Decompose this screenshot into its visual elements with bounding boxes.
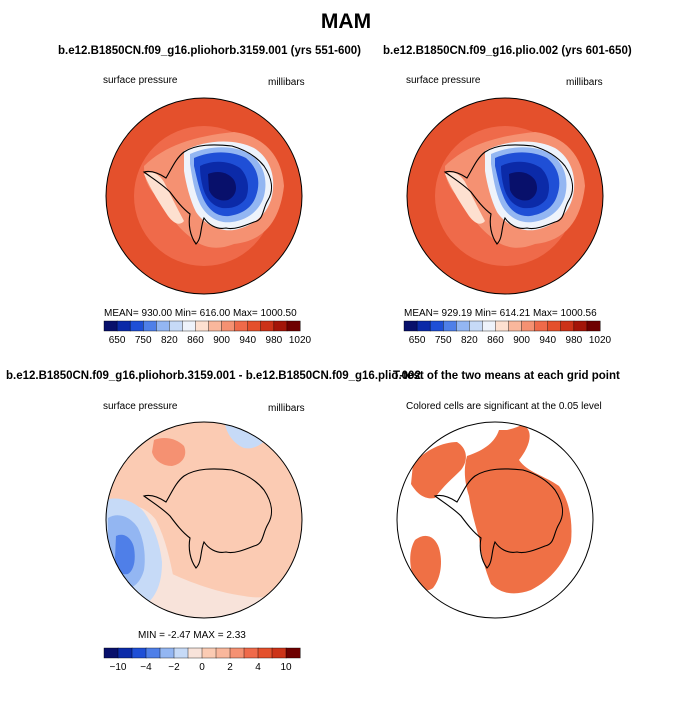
panel-a-colorbar-swatch — [116, 320, 131, 332]
panel-b-colorbar-tick-label: 750 — [435, 335, 452, 346]
panel-c-colorbar: −10 −4 −2 0 2 4 10 — [103, 647, 301, 673]
panel-a-colorbar-tick-label: 940 — [239, 335, 256, 346]
panel-b-colorbar-swatch — [534, 320, 549, 332]
panel-b-colorbar-tick-label: 650 — [409, 335, 426, 346]
panel-a-colorbar-swatch — [234, 320, 249, 332]
panel-b-variable-label: surface pressure — [406, 75, 481, 86]
panel-c-colorbar-swatch — [229, 647, 245, 659]
panel-a-colorbar-swatch — [143, 320, 157, 332]
panel-c-colorbar-swatch — [187, 647, 203, 659]
panel-d-coastline — [433, 468, 564, 569]
panel-c-coastline — [142, 468, 273, 569]
panel-b-colorbar-swatch — [547, 320, 562, 332]
panel-c-variable-label: surface pressure — [103, 401, 178, 412]
panel-c-colorbar-tick-label: −2 — [168, 662, 180, 673]
panel-b-colorbar-tick-label: 940 — [539, 335, 556, 346]
panel-c-colorbar-swatch — [159, 647, 175, 659]
panel-c-colorbar-swatch — [271, 647, 287, 659]
panel-a-colorbar-tick-label: 1020 — [289, 335, 312, 346]
panel-c-colorbar-tick-label: −10 — [110, 662, 127, 673]
panel-a-stats: MEAN= 930.00 Min= 616.00 Max= 1000.50 — [104, 308, 297, 319]
panel-a-title: b.e12.B1850CN.f09_g16.pliohorb.3159.001 … — [58, 45, 361, 57]
panel-a-colorbar-swatch — [129, 320, 144, 332]
panel-a-colorbar-swatch — [195, 320, 210, 332]
panel-d-sig-region — [411, 442, 466, 499]
panel-b-map — [406, 97, 604, 295]
panel-c-colorbar-tick-label: 4 — [255, 662, 261, 673]
panel-b-colorbar-swatch — [443, 320, 457, 332]
panel-c-colorbar-swatch — [145, 647, 161, 659]
panel-b-colorbar-tick-label: 820 — [461, 335, 478, 346]
panel-b-colorbar-swatch — [495, 320, 510, 332]
panel-c-units-label: millibars — [268, 403, 305, 414]
panel-c-colorbar-swatch — [215, 647, 231, 659]
panel-c-colorbar-swatch — [285, 647, 301, 659]
panel-d-map — [396, 421, 594, 619]
panel-b-colorbar-swatch — [508, 320, 523, 332]
panel-d-title: T-test of the two means at each grid poi… — [393, 370, 620, 382]
panel-b-colorbar-tick-label: 900 — [513, 335, 530, 346]
panel-a-colorbar-swatch — [169, 320, 183, 332]
panel-c-colorbar-swatch — [103, 647, 119, 659]
panel-a-colorbar-tick-label: 820 — [161, 335, 178, 346]
panel-b-units-label: millibars — [566, 77, 603, 88]
panel-b-colorbar-swatch — [586, 320, 601, 332]
panel-a-units-label: millibars — [268, 77, 305, 88]
panel-a-colorbar: 650 750 820 860 900 940 980 1020 — [103, 320, 312, 346]
panel-a-colorbar-swatch — [208, 320, 223, 332]
panel-b-colorbar: 650 750 820 860 900 940 980 1020 — [403, 320, 612, 346]
panel-a-colorbar-swatch — [182, 320, 196, 332]
panel-a-colorbar-tick-label: 980 — [266, 335, 283, 346]
panel-b-colorbar-tick-label: 860 — [487, 335, 504, 346]
panel-b-colorbar-swatch — [560, 320, 575, 332]
panel-b-coastline — [443, 144, 574, 245]
panel-a-colorbar-tick-label: 900 — [213, 335, 230, 346]
panel-c-colorbar-swatch — [131, 647, 147, 659]
panel-c-title: b.e12.B1850CN.f09_g16.pliohorb.3159.001 … — [6, 370, 421, 382]
panel-c-colorbar-tick-label: 0 — [199, 662, 205, 673]
panel-b-colorbar-swatch — [573, 320, 588, 332]
panel-b-colorbar-swatch — [429, 320, 444, 332]
panel-a-colorbar-swatch — [221, 320, 236, 332]
panel-b-stats: MEAN= 929.19 Min= 614.21 Max= 1000.56 — [404, 308, 597, 319]
panel-c-map — [105, 421, 303, 619]
panel-b-colorbar-swatch — [456, 320, 470, 332]
panel-c-colorbar-swatch — [243, 647, 259, 659]
panel-c-colorbar-tick-label: 2 — [227, 662, 233, 673]
figure-title: MAM — [320, 10, 372, 33]
panel-c-colorbar-tick-label: 10 — [280, 662, 292, 673]
panel-a-variable-label: surface pressure — [103, 75, 178, 86]
panel-b-colorbar-swatch — [403, 320, 418, 332]
panel-c-colorbar-swatch — [201, 647, 217, 659]
panel-a-colorbar-swatch — [103, 320, 118, 332]
panel-b-colorbar-swatch — [469, 320, 483, 332]
panel-a-colorbar-swatch — [260, 320, 275, 332]
panel-b-colorbar-swatch — [521, 320, 536, 332]
panel-c-stats: MIN = -2.47 MAX = 2.33 — [138, 630, 246, 641]
panel-a-colorbar-swatch — [247, 320, 262, 332]
panel-a-colorbar-tick-label: 750 — [135, 335, 152, 346]
panel-c-colorbar-swatch — [173, 647, 189, 659]
panel-a-colorbar-swatch — [273, 320, 288, 332]
panel-a-colorbar-swatch — [286, 320, 301, 332]
panel-b-colorbar-tick-label: 1020 — [589, 335, 612, 346]
panel-a-colorbar-tick-label: 650 — [109, 335, 126, 346]
panel-a-coastline — [142, 144, 273, 245]
panel-b-colorbar-swatch — [416, 320, 431, 332]
panel-b-title: b.e12.B1850CN.f09_g16.plio.002 (yrs 601-… — [383, 45, 632, 57]
panel-c-colorbar-swatch — [117, 647, 133, 659]
panel-a-map — [105, 97, 303, 295]
panel-a-colorbar-tick-label: 860 — [187, 335, 204, 346]
panel-b-colorbar-swatch — [482, 320, 496, 332]
panel-d-note: Colored cells are significant at the 0.0… — [406, 401, 602, 412]
panel-c-colorbar-tick-label: −4 — [140, 662, 152, 673]
panel-c-colorbar-swatch — [257, 647, 273, 659]
panel-b-colorbar-tick-label: 980 — [566, 335, 583, 346]
panel-a-colorbar-swatch — [156, 320, 170, 332]
